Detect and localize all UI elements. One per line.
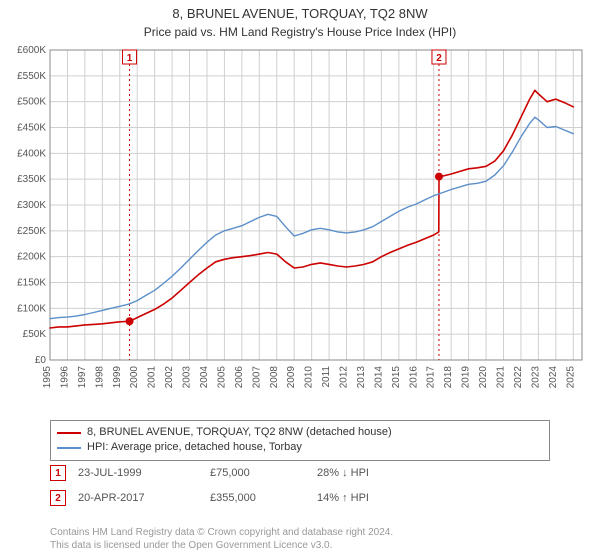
svg-text:£450K: £450K: [17, 123, 46, 134]
svg-text:£100K: £100K: [17, 303, 46, 314]
svg-text:£350K: £350K: [17, 174, 46, 185]
svg-text:1999: 1999: [112, 366, 123, 389]
svg-text:£300K: £300K: [17, 200, 46, 211]
sale-row-2: 2 20-APR-2017 £355,000 14% ↑ HPI: [50, 490, 550, 506]
svg-text:2025: 2025: [565, 366, 576, 389]
svg-text:2024: 2024: [548, 366, 559, 389]
svg-text:2014: 2014: [373, 366, 384, 389]
svg-text:2017: 2017: [426, 366, 437, 389]
svg-text:1997: 1997: [77, 366, 88, 389]
svg-text:1: 1: [127, 53, 133, 64]
svg-text:1998: 1998: [94, 366, 105, 389]
sale-delta-2: 14% ↑ HPI: [317, 492, 427, 504]
svg-text:2000: 2000: [129, 366, 140, 389]
svg-text:2001: 2001: [147, 366, 158, 389]
svg-text:2023: 2023: [530, 366, 541, 389]
chart-subtitle: Price paid vs. HM Land Registry's House …: [0, 23, 600, 41]
svg-text:2008: 2008: [269, 366, 280, 389]
sale-price-1: £75,000: [210, 467, 305, 479]
footer-line-1: Contains HM Land Registry data © Crown c…: [50, 527, 570, 540]
svg-text:2018: 2018: [443, 366, 454, 389]
legend-swatch: [57, 447, 81, 449]
svg-text:£550K: £550K: [17, 71, 46, 82]
svg-text:2003: 2003: [182, 366, 193, 389]
sale-row-1: 1 23-JUL-1999 £75,000 28% ↓ HPI: [50, 465, 550, 481]
svg-text:2021: 2021: [496, 366, 507, 389]
svg-text:1995: 1995: [42, 366, 53, 389]
svg-text:£150K: £150K: [17, 278, 46, 289]
sale-marker-2: 2: [50, 490, 66, 506]
svg-text:2019: 2019: [461, 366, 472, 389]
svg-text:2005: 2005: [216, 366, 227, 389]
svg-text:2002: 2002: [164, 366, 175, 389]
svg-text:2: 2: [436, 53, 442, 64]
svg-text:2009: 2009: [286, 366, 297, 389]
svg-text:2004: 2004: [199, 366, 210, 389]
sale-date-1: 23-JUL-1999: [78, 467, 198, 479]
sale-marker-1: 1: [50, 465, 66, 481]
chart-area: £0 £50K £100K £150K £200K £250K £300K £350K £400…: [8, 46, 592, 406]
sale-delta-1: 28% ↓ HPI: [317, 467, 427, 479]
legend: 8, BRUNEL AVENUE, TORQUAY, TQ2 8NW (deta…: [50, 420, 550, 461]
svg-text:2006: 2006: [234, 366, 245, 389]
svg-text:£500K: £500K: [17, 97, 46, 108]
legend-entry: 8, BRUNEL AVENUE, TORQUAY, TQ2 8NW (deta…: [57, 425, 543, 440]
svg-text:2010: 2010: [304, 366, 315, 389]
svg-text:2020: 2020: [478, 366, 489, 389]
svg-text:£400K: £400K: [17, 148, 46, 159]
footer-attribution: Contains HM Land Registry data © Crown c…: [50, 527, 570, 552]
legend-label: HPI: Average price, detached house, Torb…: [87, 440, 302, 455]
legend-entry: HPI: Average price, detached house, Torb…: [57, 440, 543, 455]
svg-text:2013: 2013: [356, 366, 367, 389]
sale-price-2: £355,000: [210, 492, 305, 504]
svg-text:£600K: £600K: [17, 46, 46, 56]
svg-text:2011: 2011: [321, 366, 332, 388]
legend-label: 8, BRUNEL AVENUE, TORQUAY, TQ2 8NW (deta…: [87, 425, 392, 440]
chart-title: 8, BRUNEL AVENUE, TORQUAY, TQ2 8NW: [0, 0, 600, 23]
svg-text:2016: 2016: [408, 366, 419, 389]
svg-text:£200K: £200K: [17, 252, 46, 263]
svg-text:1996: 1996: [59, 366, 70, 389]
svg-text:2022: 2022: [513, 366, 524, 389]
chart-svg: £0 £50K £100K £150K £200K £250K £300K £350K £400…: [8, 46, 592, 406]
footer-line-2: This data is licensed under the Open Gov…: [50, 540, 570, 553]
svg-text:2007: 2007: [251, 366, 262, 389]
svg-text:2015: 2015: [391, 366, 402, 389]
svg-text:£250K: £250K: [17, 226, 46, 237]
svg-text:£0: £0: [35, 355, 47, 366]
sale-date-2: 20-APR-2017: [78, 492, 198, 504]
legend-swatch: [57, 432, 81, 434]
svg-text:2012: 2012: [339, 366, 350, 389]
svg-text:£50K: £50K: [23, 329, 47, 340]
